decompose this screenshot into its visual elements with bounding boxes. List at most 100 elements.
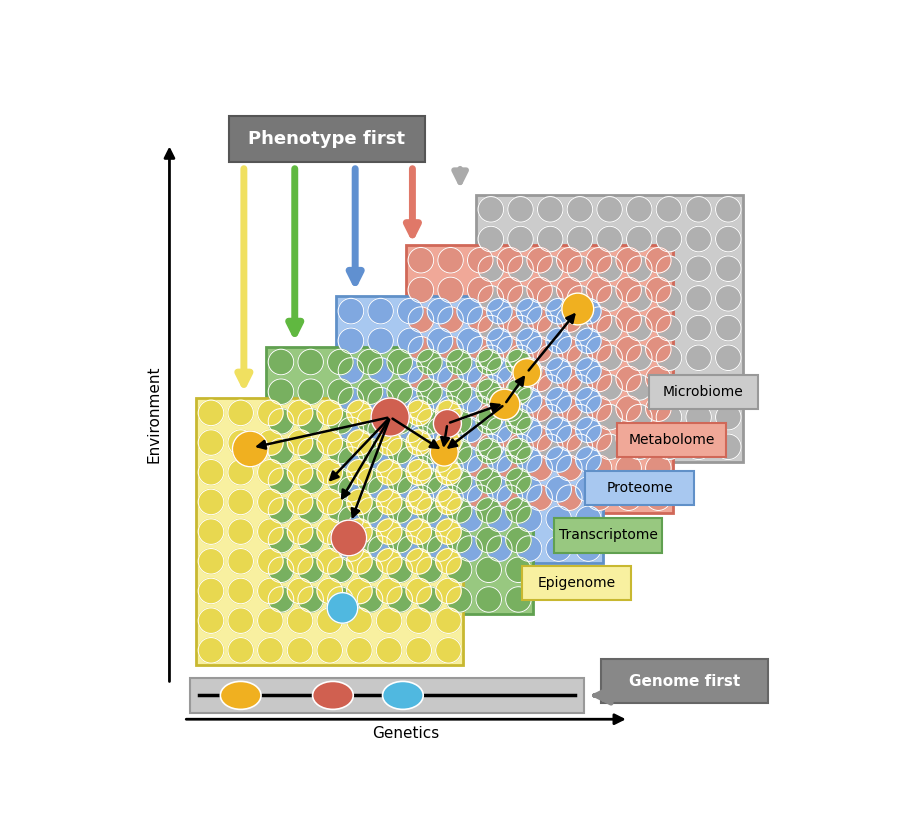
Circle shape: [685, 286, 711, 311]
Circle shape: [327, 439, 353, 464]
Circle shape: [437, 278, 463, 302]
Circle shape: [338, 328, 363, 354]
Text: Genome first: Genome first: [628, 673, 740, 689]
FancyBboxPatch shape: [336, 297, 602, 563]
Circle shape: [327, 379, 353, 405]
Circle shape: [287, 400, 312, 425]
Circle shape: [446, 349, 471, 375]
Circle shape: [407, 278, 433, 302]
Circle shape: [526, 248, 552, 273]
Circle shape: [405, 638, 431, 663]
Circle shape: [287, 519, 312, 544]
Circle shape: [486, 536, 511, 562]
Circle shape: [317, 430, 342, 455]
Circle shape: [497, 396, 522, 421]
Circle shape: [545, 477, 571, 502]
Circle shape: [585, 455, 611, 481]
Circle shape: [626, 375, 651, 401]
Circle shape: [368, 358, 393, 383]
FancyBboxPatch shape: [521, 566, 630, 601]
Circle shape: [430, 438, 458, 466]
Circle shape: [437, 396, 463, 421]
Circle shape: [715, 375, 740, 401]
Circle shape: [298, 527, 323, 553]
Circle shape: [715, 226, 740, 252]
Circle shape: [656, 375, 681, 401]
Circle shape: [416, 439, 442, 464]
Ellipse shape: [312, 681, 353, 710]
Circle shape: [338, 417, 363, 443]
Circle shape: [615, 306, 641, 332]
Circle shape: [357, 586, 382, 612]
Circle shape: [435, 519, 461, 544]
Circle shape: [257, 459, 283, 485]
Circle shape: [685, 316, 711, 341]
Circle shape: [376, 548, 402, 574]
Circle shape: [516, 506, 541, 532]
Circle shape: [287, 548, 312, 574]
Circle shape: [478, 226, 503, 252]
Circle shape: [257, 400, 283, 425]
Circle shape: [685, 345, 711, 371]
Circle shape: [476, 379, 501, 405]
Circle shape: [232, 431, 268, 467]
Circle shape: [456, 536, 482, 562]
Circle shape: [427, 447, 452, 472]
Circle shape: [615, 485, 641, 510]
Circle shape: [585, 396, 611, 421]
Circle shape: [257, 548, 283, 574]
Circle shape: [338, 536, 363, 562]
Circle shape: [575, 358, 600, 383]
Circle shape: [228, 459, 253, 485]
Circle shape: [287, 459, 312, 485]
Text: Transcriptome: Transcriptome: [558, 529, 656, 543]
Circle shape: [626, 316, 651, 341]
Circle shape: [298, 379, 323, 405]
Circle shape: [467, 485, 492, 510]
Circle shape: [427, 536, 452, 562]
Circle shape: [416, 497, 442, 523]
Circle shape: [317, 608, 342, 634]
Circle shape: [437, 306, 463, 332]
Circle shape: [427, 358, 452, 383]
Circle shape: [537, 316, 563, 341]
Circle shape: [575, 536, 600, 562]
Circle shape: [435, 578, 461, 604]
Circle shape: [505, 586, 531, 612]
FancyBboxPatch shape: [648, 375, 757, 410]
Circle shape: [585, 336, 611, 362]
Circle shape: [287, 608, 312, 634]
Circle shape: [298, 439, 323, 464]
Circle shape: [645, 248, 670, 273]
Circle shape: [368, 506, 393, 532]
Circle shape: [556, 396, 582, 421]
Circle shape: [346, 430, 372, 455]
Circle shape: [615, 396, 641, 421]
Circle shape: [526, 278, 552, 302]
Circle shape: [268, 409, 293, 434]
Circle shape: [407, 485, 433, 510]
Circle shape: [685, 405, 711, 430]
Circle shape: [566, 316, 592, 341]
Circle shape: [685, 375, 711, 401]
Circle shape: [338, 298, 363, 324]
Circle shape: [456, 328, 482, 354]
Circle shape: [556, 455, 582, 481]
Circle shape: [346, 638, 372, 663]
Circle shape: [645, 336, 670, 362]
Circle shape: [446, 586, 471, 612]
Circle shape: [505, 557, 531, 582]
Circle shape: [368, 536, 393, 562]
Circle shape: [357, 439, 382, 464]
Circle shape: [476, 409, 501, 434]
Circle shape: [526, 425, 552, 451]
Circle shape: [556, 278, 582, 302]
Circle shape: [486, 477, 511, 502]
Circle shape: [338, 506, 363, 532]
Circle shape: [615, 248, 641, 273]
Circle shape: [198, 400, 224, 425]
Text: Proteome: Proteome: [606, 481, 673, 495]
Circle shape: [596, 434, 621, 459]
Circle shape: [467, 336, 492, 362]
Circle shape: [596, 226, 621, 252]
